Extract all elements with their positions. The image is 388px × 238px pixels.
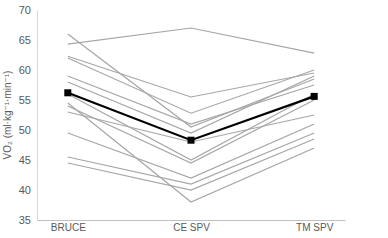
series-line — [68, 28, 314, 53]
x-tick: BRUCE — [51, 220, 86, 233]
y-tick-label: 50 — [19, 124, 31, 136]
x-tick-label: BRUCE — [51, 222, 86, 233]
y-tick: 55 — [19, 94, 37, 106]
y-axis-title: VO₂ (ml·kg⁻¹·min⁻¹) — [2, 71, 13, 160]
series-marker — [64, 89, 71, 96]
y-tick-label: 40 — [19, 184, 31, 196]
y-tick: 65 — [19, 34, 37, 46]
y-axis-line — [37, 11, 38, 221]
series-marker — [311, 93, 318, 100]
chart: 35 40 45 50 55 60 65 70 BRUCE CE SPV TM SPV VO₂ (ml… — [0, 0, 388, 238]
y-tick-label: 65 — [19, 34, 31, 46]
series-line — [68, 133, 314, 184]
series-line — [68, 76, 314, 133]
series-line — [68, 58, 314, 113]
x-axis: BRUCE CE SPV TM SPV — [38, 220, 346, 233]
y-tick: 60 — [19, 64, 37, 76]
y-tick-label: 55 — [19, 94, 31, 106]
series-line — [68, 103, 314, 202]
y-tick: 70 — [19, 4, 37, 16]
series-line — [68, 94, 314, 160]
x-tick: CE SPV — [173, 220, 210, 233]
y-tick: 45 — [19, 154, 37, 166]
series-marker — [188, 137, 195, 144]
series-line — [68, 34, 314, 127]
y-tick: 50 — [19, 124, 37, 136]
y-tick-label: 60 — [19, 64, 31, 76]
x-tick: TM SPV — [296, 220, 334, 233]
y-tick: 35 — [19, 214, 37, 226]
x-tick-label: TM SPV — [296, 222, 334, 233]
y-tick-label: 70 — [19, 4, 31, 16]
x-axis-line — [38, 220, 346, 221]
series-line — [68, 76, 314, 124]
y-tick-label: 45 — [19, 154, 31, 166]
y-axis: 35 40 45 50 55 60 65 70 — [19, 4, 38, 226]
series-line — [68, 93, 314, 140]
x-tick-label: CE SPV — [173, 222, 210, 233]
y-tick: 40 — [19, 184, 37, 196]
plot-area — [64, 28, 317, 202]
y-tick-label: 35 — [19, 214, 31, 226]
